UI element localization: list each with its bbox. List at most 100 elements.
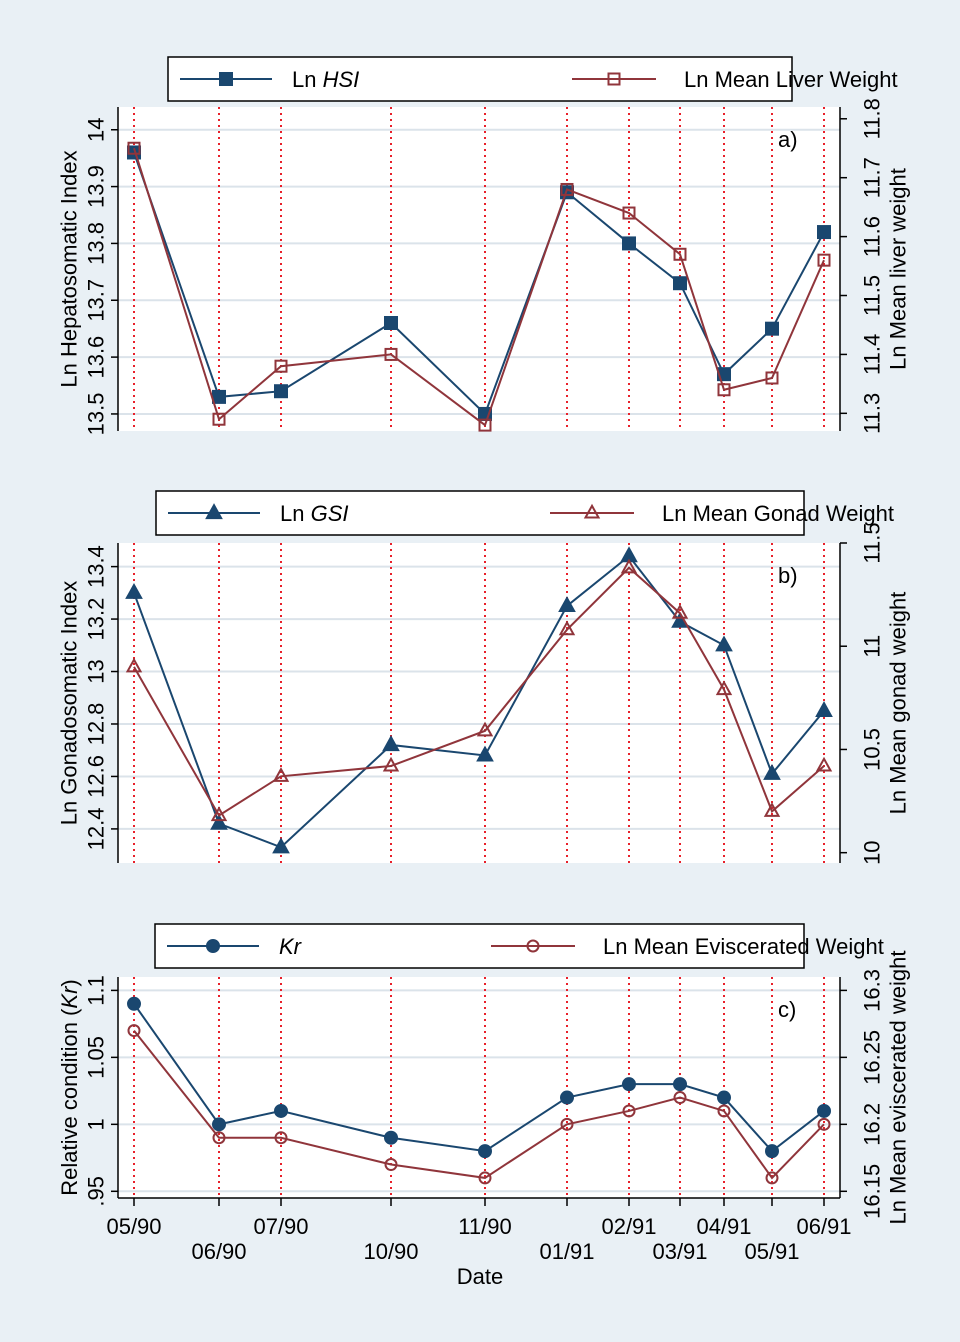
series-line-2 (133, 147, 825, 427)
y2-tick-label: 11.7 (860, 157, 885, 198)
data-point (272, 837, 290, 854)
data-point (382, 756, 400, 772)
legend-entry-2: Ln Mean Liver Weight (684, 67, 898, 92)
y-tick-label: 13.4 (84, 545, 109, 588)
legend-entry-1: Kr (279, 934, 303, 959)
data-point (765, 1171, 779, 1185)
data-point (125, 657, 143, 673)
data-point (715, 680, 733, 696)
x-tick-label: 07/90 (253, 1214, 308, 1239)
x-tick-label: 06/90 (191, 1239, 246, 1264)
panel-label: c) (778, 997, 796, 1022)
data-point (671, 603, 689, 619)
data-point (382, 735, 400, 752)
data-point (560, 1117, 574, 1131)
y-tick-label: 13.5 (84, 393, 109, 436)
data-point (212, 1131, 226, 1145)
legend-marker (526, 939, 540, 953)
x-tick-label: 04/91 (696, 1214, 751, 1239)
data-point (815, 701, 833, 717)
y-tick-label: 13.7 (84, 279, 109, 322)
data-point (620, 558, 638, 574)
legend-entry-2: Ln Mean Gonad Weight (662, 501, 894, 526)
y-tick-label: 13.6 (84, 336, 109, 379)
data-point (673, 1091, 687, 1105)
data-point (717, 1090, 731, 1105)
y2-axis-title: Ln Mean gonad weight (886, 592, 911, 815)
data-point (478, 1171, 492, 1185)
x-axis: 05/90 06/90 07/90 10/90 11/90 01/91 02/9103/91… (106, 1197, 852, 1289)
data-point (127, 1024, 141, 1038)
plot-area (118, 107, 840, 431)
legend-marker (206, 939, 220, 953)
y2-tick-label: 11 (860, 635, 885, 658)
legend-entry-2: Ln Mean Eviscerated Weight (603, 934, 884, 959)
data-point (560, 1090, 574, 1105)
data-point (717, 1104, 731, 1118)
x-tick-label: 05/90 (106, 1214, 161, 1239)
y-axis-title: Ln Hepatosomatic Index (57, 150, 82, 387)
data-point (272, 767, 290, 782)
y-tick-label: 12.8 (84, 703, 109, 746)
data-point (274, 359, 288, 373)
y-tick-label: 12.6 (84, 755, 109, 798)
data-point (817, 1103, 831, 1118)
data-point (765, 1144, 779, 1159)
panel-label: b) (778, 563, 798, 588)
data-point (717, 383, 731, 397)
y-tick-label: 1.1 (84, 975, 109, 1006)
legend (154, 923, 805, 969)
panel-a: 13.5 13.6 13.7 13.8 13.9 14 11.3 11.4 11.5 11.6 11… (57, 56, 911, 436)
data-point (715, 635, 733, 652)
data-point (558, 596, 576, 613)
y2-tick-label: 11.4 (860, 334, 885, 375)
data-point (212, 1117, 226, 1132)
legend (155, 490, 805, 536)
data-point (274, 1103, 288, 1118)
y2-tick-label: 16.15 (860, 1164, 885, 1219)
data-point (384, 316, 398, 330)
legend-entry-1: Ln HSI (292, 67, 359, 92)
data-point (765, 371, 779, 385)
y2-tick-label: 16.25 (860, 1030, 885, 1085)
y2-tick-label: 10.5 (860, 728, 885, 771)
legend-entry-1: Ln GSI (280, 501, 349, 526)
data-point (817, 225, 831, 240)
x-tick-label: 05/91 (744, 1239, 799, 1264)
data-point (673, 1077, 687, 1092)
data-point (384, 1158, 398, 1172)
y-tick-label: 13.9 (84, 165, 109, 208)
panel-c: .95 1 1.05 1.1 16.15 16.2 16.25 16.3 Relative co… (57, 923, 911, 1224)
data-point (560, 182, 574, 196)
data-point (210, 806, 228, 822)
data-point (622, 1104, 636, 1118)
data-point (815, 756, 833, 772)
data-point (127, 996, 141, 1011)
y2-tick-label: 16.3 (860, 969, 885, 1012)
x-tick-label: 03/91 (652, 1239, 707, 1264)
data-point (478, 418, 492, 432)
panel-b: 12.4 12.6 12.8 13 13.2 13.4 10 10.5 11 11.5 Ln Gon… (57, 490, 911, 865)
y-tick-label: 13.2 (84, 598, 109, 641)
legend-marker (583, 503, 601, 519)
plot-area (118, 543, 840, 863)
x-axis-title: Date (457, 1264, 503, 1289)
data-point (765, 321, 779, 336)
data-point (127, 141, 141, 155)
data-point (763, 763, 781, 780)
y-tick-label: 1 (84, 1118, 109, 1130)
data-point (384, 1130, 398, 1145)
y-tick-label: 13 (84, 659, 109, 683)
y2-tick-label: 10 (860, 840, 885, 864)
legend-marker (219, 72, 233, 86)
data-point (476, 745, 494, 762)
y2-tick-label: 11.8 (860, 98, 885, 139)
data-point (478, 1144, 492, 1159)
x-tick-label: 11/90 (458, 1214, 511, 1239)
data-point (622, 236, 636, 251)
x-tick-label: 06/91 (796, 1214, 851, 1239)
y2-tick-label: 11.6 (860, 216, 885, 257)
legend-marker (205, 503, 223, 520)
data-point (817, 1117, 831, 1131)
